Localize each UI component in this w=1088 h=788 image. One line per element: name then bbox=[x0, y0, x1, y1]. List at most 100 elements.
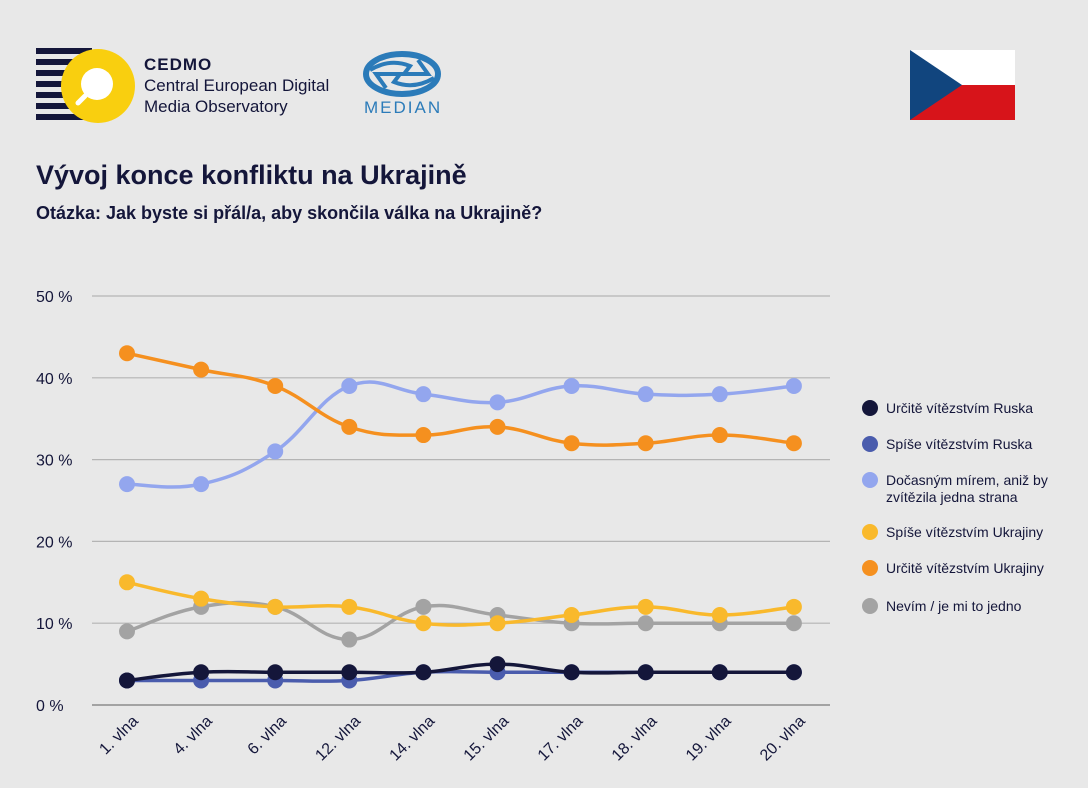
legend-label: Určitě vítězstvím Ruska bbox=[886, 400, 1034, 416]
data-point bbox=[341, 631, 358, 648]
data-point bbox=[415, 386, 432, 403]
legend-item: Spíše vítězstvím Ukrajiny bbox=[862, 524, 1086, 541]
data-point bbox=[267, 443, 284, 460]
data-point bbox=[267, 598, 284, 615]
data-point bbox=[563, 607, 580, 624]
data-point bbox=[711, 607, 728, 624]
data-point bbox=[563, 664, 580, 681]
data-point bbox=[341, 418, 358, 435]
y-axis-ticks: 0 % 10 % 20 % 30 % 40 % 50 % bbox=[36, 289, 72, 715]
legend-item: Určitě vítězstvím Ukrajiny bbox=[862, 560, 1086, 577]
data-point bbox=[637, 386, 654, 403]
legend-swatch bbox=[862, 472, 878, 488]
cedmo-name: CEDMO bbox=[144, 55, 213, 74]
data-point bbox=[415, 615, 432, 632]
x-tick-label: 6. vlna bbox=[245, 713, 290, 758]
data-point bbox=[785, 435, 802, 452]
data-point bbox=[785, 615, 802, 632]
series-4 bbox=[119, 345, 802, 452]
data-point bbox=[267, 664, 284, 681]
data-point bbox=[415, 427, 432, 444]
data-point bbox=[563, 435, 580, 452]
y-tick-label: 30 % bbox=[36, 453, 72, 470]
series-line bbox=[126, 380, 795, 489]
x-tick-label: 4. vlna bbox=[171, 713, 216, 758]
y-tick-label: 20 % bbox=[36, 534, 72, 551]
data-point bbox=[785, 598, 802, 615]
y-tick-label: 0 % bbox=[36, 698, 64, 715]
data-point bbox=[341, 664, 358, 681]
series-2 bbox=[119, 377, 802, 493]
legend-swatch bbox=[862, 524, 878, 540]
x-tick-label: 18. vlna bbox=[609, 713, 661, 765]
y-tick-label: 50 % bbox=[36, 289, 72, 306]
legend-swatch bbox=[862, 400, 878, 416]
cedmo-text: CEDMO Central European Digital Media Obs… bbox=[144, 54, 329, 117]
data-point bbox=[489, 656, 506, 673]
legend-label: Spíše vítězstvím Ukrajiny bbox=[886, 524, 1044, 540]
data-point bbox=[563, 377, 580, 394]
series-0 bbox=[119, 656, 802, 689]
x-tick-label: 1. vlna bbox=[96, 713, 141, 758]
data-point bbox=[637, 615, 654, 632]
y-tick-label: 40 % bbox=[36, 371, 72, 388]
x-tick-label: 12. vlna bbox=[312, 713, 364, 765]
data-point bbox=[119, 476, 135, 493]
data-point bbox=[193, 361, 210, 378]
median-name: MEDIAN bbox=[364, 98, 443, 117]
series-line bbox=[126, 662, 794, 683]
cedmo-line-2: Media Observatory bbox=[144, 97, 288, 116]
x-axis-ticks: 1. vlna 4. vlna 6. vlna 12. vlna 14. vlna 15.… bbox=[96, 713, 808, 765]
legend-swatch bbox=[862, 560, 878, 576]
chart-subtitle: Otázka: Jak byste si přál/a, aby skončil… bbox=[36, 203, 543, 223]
legend-item: Spíše vítězstvím Ruska bbox=[862, 436, 1086, 453]
data-point bbox=[785, 664, 802, 681]
x-tick-label: 19. vlna bbox=[683, 713, 735, 765]
data-point bbox=[489, 418, 506, 435]
legend-label: Určitě vítězstvím Ukrajiny bbox=[886, 560, 1044, 576]
chart-title: Vývoj konce konfliktu na Ukrajině bbox=[36, 160, 467, 190]
data-point bbox=[637, 435, 654, 452]
data-point bbox=[341, 598, 358, 615]
x-tick-label: 15. vlna bbox=[461, 713, 513, 765]
data-point bbox=[711, 664, 728, 681]
legend-item: Nevím / je mi to jedno bbox=[862, 598, 1086, 615]
series-lines bbox=[119, 345, 802, 689]
data-point bbox=[711, 427, 728, 444]
y-tick-label: 10 % bbox=[36, 616, 72, 633]
header-logos: CEDMO Central European Digital Media Obs… bbox=[0, 0, 1088, 140]
data-point bbox=[711, 386, 728, 403]
data-point bbox=[785, 377, 802, 394]
data-point bbox=[193, 664, 210, 681]
grid-lines bbox=[92, 295, 830, 706]
data-point bbox=[341, 377, 358, 394]
x-tick-label: 17. vlna bbox=[535, 713, 587, 765]
legend-item: Dočasným mírem, aniž by zvítězila jedna … bbox=[862, 472, 1086, 506]
data-point bbox=[489, 394, 506, 411]
data-point bbox=[119, 574, 135, 591]
cedmo-logo-icon bbox=[36, 48, 135, 123]
data-point bbox=[267, 377, 284, 394]
legend-swatch bbox=[862, 598, 878, 614]
series-line bbox=[126, 600, 794, 642]
data-point bbox=[119, 672, 135, 689]
cedmo-line-1: Central European Digital bbox=[144, 76, 330, 95]
data-point bbox=[489, 615, 506, 632]
data-point bbox=[415, 664, 432, 681]
legend-swatch bbox=[862, 436, 878, 452]
data-point bbox=[637, 664, 654, 681]
series-line bbox=[126, 580, 795, 627]
series-3 bbox=[119, 574, 802, 632]
series-line bbox=[126, 351, 795, 447]
data-point bbox=[193, 476, 210, 493]
data-point bbox=[119, 345, 135, 362]
median-logo-icon bbox=[363, 51, 441, 97]
x-tick-label: 20. vlna bbox=[757, 713, 809, 765]
legend-item: Určitě vítězstvím Ruska bbox=[862, 400, 1086, 417]
legend-label: Dočasným mírem, aniž by zvítězila jedna … bbox=[886, 472, 1048, 505]
legend-label: Nevím / je mi to jedno bbox=[886, 598, 1022, 614]
data-point bbox=[119, 623, 135, 640]
data-point bbox=[193, 590, 210, 607]
data-point bbox=[415, 598, 432, 615]
